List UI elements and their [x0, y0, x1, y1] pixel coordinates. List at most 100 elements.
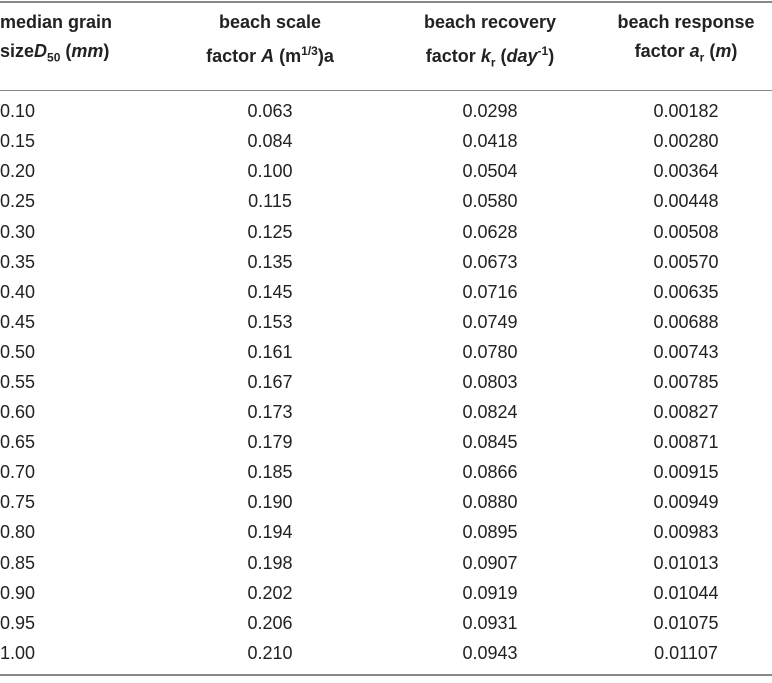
header-text: beach response	[617, 12, 755, 32]
table-row: 0.35 0.135 0.0673 0.00570	[0, 247, 772, 277]
table-cell: 0.202	[247, 582, 293, 603]
table-cell: 0.0880	[462, 492, 518, 513]
table-cell: 0.01107	[654, 642, 718, 663]
table-row: 0.65 0.179 0.0845 0.00871	[0, 428, 772, 458]
table-cell: 0.0907	[462, 552, 518, 573]
table-cell: 0.190	[247, 492, 293, 513]
table-cell: 0.179	[247, 432, 293, 453]
table-row: 0.50 0.161 0.0780 0.00743	[0, 337, 772, 367]
table-cell: 0.135	[247, 251, 293, 272]
table-cell: 0.40	[0, 281, 36, 302]
table-cell: 0.00508	[653, 221, 719, 242]
table-cell: 0.00688	[653, 311, 719, 332]
table-cell: 0.80	[0, 522, 36, 543]
table-cell: 0.75	[0, 492, 36, 513]
table-row: 0.60 0.173 0.0824 0.00827	[0, 398, 772, 428]
table-cell: 0.00280	[653, 131, 719, 152]
header-text: )	[103, 41, 110, 61]
header-unit: mm	[71, 41, 104, 61]
header-text: )	[548, 46, 555, 66]
table-cell: 0.00827	[653, 402, 719, 423]
table-cell: 0.0716	[462, 281, 518, 302]
header-superscript: 1/3	[301, 44, 318, 58]
table-cell: 0.00949	[653, 492, 719, 513]
table-cell: 0.00570	[653, 251, 719, 272]
table-cell: 0.100	[247, 161, 293, 182]
table-cell: 0.153	[247, 311, 293, 332]
table-cell: 0.00785	[653, 371, 719, 392]
table-cell: 0.0298	[462, 101, 518, 122]
table-cell: 1.00	[0, 642, 36, 663]
table-cell: 0.0919	[462, 582, 518, 603]
table-row: 0.55 0.167 0.0803 0.00785	[0, 367, 772, 397]
table-cell: 0.00182	[653, 101, 719, 122]
table-cell: 0.00743	[653, 341, 719, 362]
header-symbol: D	[34, 41, 48, 61]
header-subscript: 50	[47, 50, 61, 65]
table-header: median grain sizeD50 (mm) beach scale fact…	[0, 2, 772, 91]
table-cell: 0.0580	[462, 191, 518, 212]
table-cell: 0.35	[0, 251, 36, 272]
table-cell: 0.85	[0, 552, 36, 573]
header-text: (	[500, 46, 507, 66]
table-cell: 0.65	[0, 432, 36, 453]
header-symbol: k	[480, 46, 491, 66]
header-symbol: a	[689, 41, 700, 61]
table-cell: 0.210	[247, 642, 293, 663]
header-symbol: A	[261, 46, 275, 66]
table-cell: 0.167	[247, 371, 293, 392]
table-row: 0.30 0.125 0.0628 0.00508	[0, 217, 772, 247]
table-cell: 0.0749	[462, 311, 518, 332]
table-row: 0.95 0.206 0.0931 0.01075	[0, 608, 772, 638]
table-row: 0.75 0.190 0.0880 0.00949	[0, 488, 772, 518]
table-cell: 0.173	[247, 402, 293, 423]
table-cell: 0.01075	[653, 612, 719, 633]
table-cell: 0.45	[0, 311, 36, 332]
table-row: 0.25 0.115 0.0580 0.00448	[0, 187, 772, 217]
table-cell: 0.0845	[462, 432, 518, 453]
header-cell: beach scale factor A (m1/3)a	[160, 2, 380, 91]
table-row: 0.10 0.063 0.0298 0.00182	[0, 90, 772, 127]
table-cell: 0.185	[247, 462, 293, 483]
header-cell: beach recovery factor kr (day-1)	[380, 2, 600, 91]
header-text: median grain	[0, 12, 113, 32]
table-cell: 0.115	[248, 191, 292, 212]
table-cell: 0.30	[0, 221, 36, 242]
header-text: (	[65, 41, 72, 61]
table-cell: 0.00871	[653, 432, 719, 453]
table-cell: 0.10	[0, 101, 36, 122]
table-cell: 0.90	[0, 582, 36, 603]
table-cell: 0.50	[0, 341, 36, 362]
table-cell: 0.0628	[462, 221, 518, 242]
header-text: (	[709, 41, 716, 61]
table-cell: 0.00983	[653, 522, 719, 543]
header-cell: median grain sizeD50 (mm)	[0, 2, 160, 91]
table-row: 0.70 0.185 0.0866 0.00915	[0, 458, 772, 488]
header-cell: beach response factor ar (m)	[600, 2, 772, 91]
table-cell: 0.0803	[462, 371, 518, 392]
table-cell: 0.00915	[653, 462, 719, 483]
header-text: factor	[634, 41, 685, 61]
table-cell: 0.00448	[653, 191, 719, 212]
table-cell: 0.125	[247, 221, 293, 242]
table-body: 0.10 0.063 0.0298 0.00182 0.15 0.084 0.0418 0.0…	[0, 90, 772, 675]
header-text: size	[0, 41, 35, 61]
table-cell: 0.95	[0, 612, 36, 633]
table-cell: 0.55	[0, 371, 36, 392]
table-cell: 0.0504	[462, 161, 518, 182]
table-cell: 0.15	[0, 131, 36, 152]
table-cell: 0.0943	[462, 642, 518, 663]
table-cell: 0.063	[247, 101, 293, 122]
header-subscript: r	[699, 50, 705, 65]
table-row: 1.00 0.210 0.0943 0.01107	[0, 638, 772, 675]
table-cell: 0.0673	[462, 251, 518, 272]
header-text: (m	[279, 46, 302, 66]
table-cell: 0.0931	[462, 612, 518, 633]
table-cell: 0.01013	[653, 552, 719, 573]
header-text: beach scale	[218, 12, 322, 32]
header-unit: m	[715, 41, 732, 61]
table-row: 0.90 0.202 0.0919 0.01044	[0, 578, 772, 608]
table-cell: 0.0824	[462, 402, 518, 423]
table-cell: 0.161	[247, 341, 293, 362]
